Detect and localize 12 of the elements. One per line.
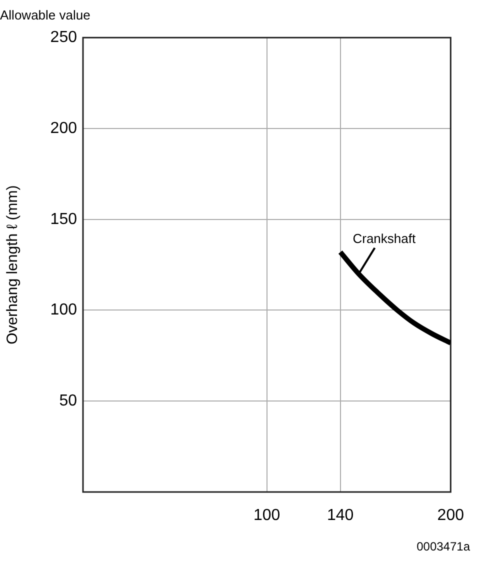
y-tick-label: 200 [50,120,78,137]
y-tick-label: 250 [50,29,78,46]
chart-title: Allowable value [0,7,90,22]
x-tick-label: 200 [437,507,464,524]
x-tick-label: 140 [327,507,354,524]
y-tick-label: 150 [50,210,78,228]
y-tick-label: 50 [59,392,78,410]
y-axis-title: Overhang length ℓ (mm) [4,185,22,344]
series-label: Crankshaft [352,230,416,246]
x-tick-label: 100 [253,507,280,524]
text: 0003471a [416,539,470,554]
y-tick-label: 100 [50,302,78,319]
